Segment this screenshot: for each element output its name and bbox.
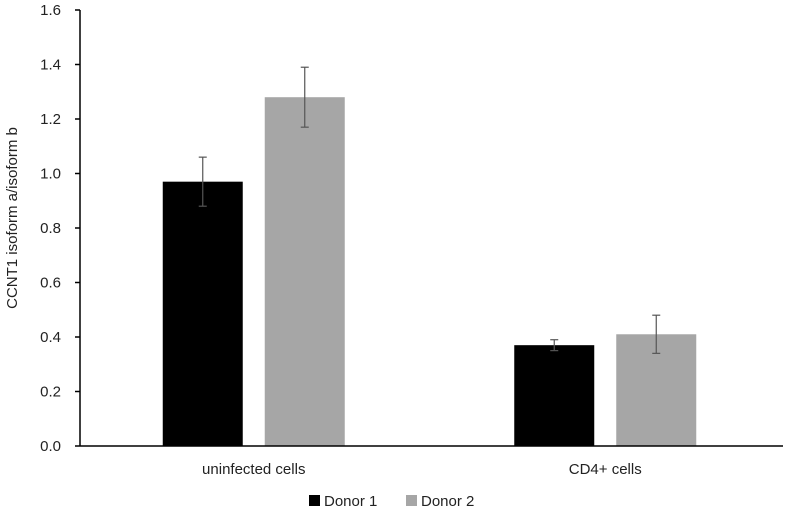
legend-swatch-donor-1 [309,495,320,506]
legend-swatch-donor-2 [406,495,417,506]
y-tick-label: 1.6 [40,2,61,19]
error-bar [652,314,661,354]
bars-group [162,97,697,447]
y-axis: 0.0 0.2 0.4 0.6 0.8 1.0 1.2 1.4 1.6 [40,2,81,455]
legend-label: Donor 2 [421,493,474,510]
y-tick-label: 1.2 [40,111,61,128]
y-tick-label: 0.0 [40,438,61,455]
bar-donor-1-1 [514,345,595,446]
y-axis-title: CCNT1 isoform a/isoform b [4,127,21,309]
bar-donor-2-0 [264,97,345,446]
error-bar [300,66,309,128]
legend: Donor 1 Donor 2 [309,493,474,510]
x-category-label: CD4+ cells [569,461,642,478]
x-axis: uninfected cells CD4+ cells [80,445,783,478]
x-category-label: uninfected cells [202,461,305,478]
y-tick-label: 1.0 [40,166,61,183]
y-tick-label: 0.2 [40,384,61,401]
y-tick-label: 0.8 [40,220,61,237]
error-bar [550,339,559,352]
y-tick-label: 0.4 [40,329,61,346]
bar-donor-1-0 [162,181,243,447]
legend-label: Donor 1 [324,493,377,510]
y-tick-label: 1.4 [40,57,61,74]
error-bars-group [198,66,661,354]
error-bar [198,156,207,207]
y-tick-label: 0.6 [40,275,61,292]
